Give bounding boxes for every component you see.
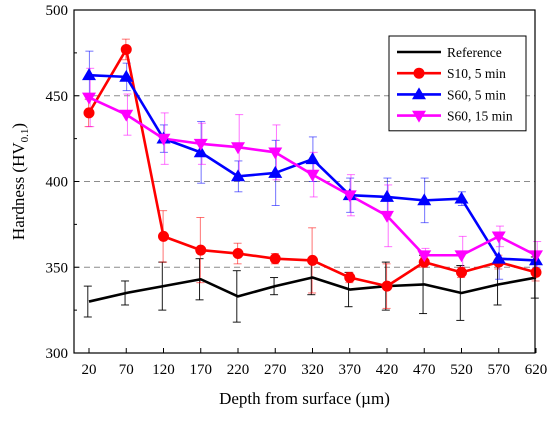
x-tick-label: 470 <box>413 362 436 378</box>
point-s60-15-min <box>268 147 283 160</box>
y-tick-label: 400 <box>46 175 69 191</box>
point-s60-15-min <box>529 250 543 263</box>
x-tick-label: 170 <box>190 362 213 378</box>
point-s60-5-min <box>193 145 208 158</box>
y-axis-title-subscript: 0.1 <box>19 129 31 143</box>
point-s10-5-min <box>120 43 132 55</box>
point-s60-5-min <box>491 251 506 264</box>
legend-marker-s60-15-min <box>412 110 426 123</box>
x-tick-label: 220 <box>227 362 250 378</box>
point-s60-15-min <box>491 231 506 244</box>
point-s60-15-min <box>82 92 96 105</box>
x-tick-label: 620 <box>525 362 548 378</box>
point-s10-5-min <box>158 230 169 242</box>
point-s60-5-min <box>417 193 432 206</box>
point-s60-5-min <box>82 68 96 81</box>
point-s60-15-min <box>380 210 394 223</box>
y-tick-labels: 300 350 400 450 500 <box>46 3 69 362</box>
point-s60-5-min <box>119 69 134 82</box>
point-s60-15-min <box>417 250 432 263</box>
point-s10-5-min <box>83 107 95 119</box>
point-s60-5-min <box>454 191 469 204</box>
point-s60-15-min <box>454 250 469 263</box>
legend-label-s60-5-min: S60, 5 min <box>447 87 506 102</box>
x-tick-label: 70 <box>119 362 134 378</box>
point-s60-15-min <box>231 142 245 155</box>
x-tick-label: 570 <box>488 362 511 378</box>
y-axis-title: Hardness (HV0.1) <box>9 123 31 240</box>
point-s10-5-min <box>456 266 467 278</box>
point-s60-15-min <box>156 133 171 146</box>
point-s60-5-min <box>231 169 245 182</box>
legend-marker-s60-5-min <box>412 87 426 100</box>
point-s10-5-min <box>381 280 393 292</box>
x-tick-label: 520 <box>450 362 473 378</box>
point-s60-5-min <box>305 152 320 165</box>
legend-label-s10-5-min: S10, 5 min <box>447 66 506 81</box>
x-tick-label: 20 <box>82 362 97 378</box>
y-tick-label: 500 <box>46 3 69 19</box>
legend: Reference S10, 5 min S60, 5 min S60, 15 min <box>388 35 527 132</box>
x-tick-label: 420 <box>376 362 399 378</box>
legend-marker-s10-5-min <box>413 67 425 79</box>
point-s60-15-min <box>193 138 208 151</box>
point-s60-5-min <box>268 165 283 178</box>
point-s10-5-min <box>232 248 244 260</box>
point-s10-5-min <box>195 244 207 256</box>
point-s60-5-min <box>380 189 394 202</box>
point-s60-15-min <box>342 190 357 203</box>
point-s60-15-min <box>119 109 134 122</box>
point-s10-5-min <box>269 253 281 265</box>
y-tick-label: 350 <box>46 260 69 276</box>
legend-label-s60-15-min: S60, 15 min <box>447 109 513 124</box>
x-axis-title: Depth from surface (µm) <box>219 389 390 408</box>
point-s10-5-min <box>307 254 318 266</box>
axis-ticks <box>74 9 537 354</box>
series-line-reference <box>88 276 537 303</box>
legend-label-reference: Reference <box>447 45 502 60</box>
x-tick-label: 120 <box>152 362 175 378</box>
y-axis-title-close: ) <box>9 123 28 129</box>
point-s60-15-min <box>305 169 320 182</box>
y-tick-label: 300 <box>46 346 69 362</box>
series-markers <box>82 43 543 292</box>
x-tick-label: 270 <box>264 362 287 378</box>
y-tick-label: 450 <box>46 89 69 105</box>
x-tick-labels: 20 70 120 170 220 270 320 370 420 470 520 570 620 <box>82 362 548 378</box>
x-tick-label: 320 <box>301 362 324 378</box>
point-s10-5-min <box>530 266 542 278</box>
y-axis-title-main: Hardness (HV <box>9 142 28 240</box>
x-tick-label: 370 <box>339 362 362 378</box>
point-s10-5-min <box>344 272 356 284</box>
